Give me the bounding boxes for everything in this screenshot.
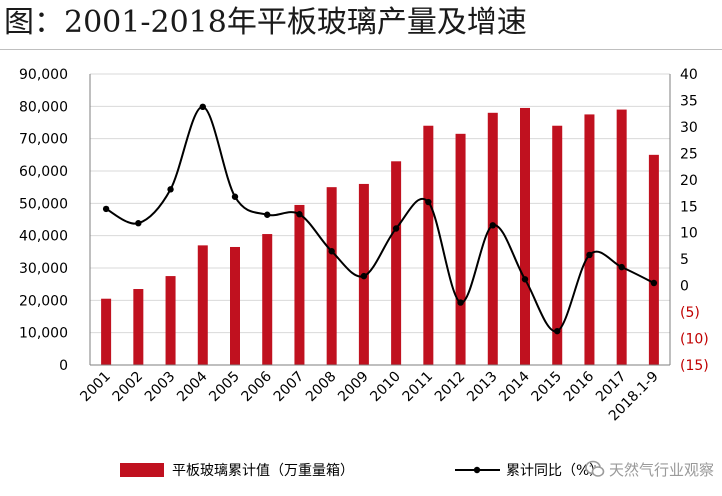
- y-left-tick-label: 40,000: [19, 229, 68, 245]
- line-point: [554, 327, 561, 335]
- bar: [326, 187, 337, 365]
- y-left-tick-label: 50,000: [19, 196, 68, 212]
- y-right-tick-label: 25: [680, 146, 698, 162]
- x-tick-label: 2001: [77, 369, 114, 406]
- grid-lines: [90, 73, 670, 334]
- legend-line-marker: [473, 466, 481, 474]
- line-path: [105, 105, 655, 333]
- x-tick-label: 2007: [271, 369, 308, 406]
- x-tick-label: 2012: [432, 369, 469, 406]
- line-point: [650, 279, 658, 287]
- bar: [197, 245, 208, 365]
- x-tick-label: 2006: [239, 368, 276, 405]
- y-left-tick-label: 20,000: [19, 293, 68, 309]
- y-left-tick-label: 70,000: [19, 132, 68, 148]
- line-point: [328, 248, 335, 255]
- bar: [294, 204, 305, 365]
- line-point: [167, 186, 174, 193]
- x-tick-label: 2008: [303, 369, 340, 406]
- y-right-tick-label: 15: [680, 199, 698, 215]
- y-left-tick-label: 90,000: [19, 67, 68, 83]
- x-tick-label: 2009: [335, 369, 372, 406]
- x-tick-label: 2015: [529, 369, 566, 406]
- legend-bar-label: 平板玻璃累计值（万重量箱）: [172, 462, 354, 479]
- y-right-tick-label: 20: [680, 173, 698, 189]
- y-left-tick-label: 10,000: [19, 326, 68, 342]
- y-right-tick-label: 40: [680, 67, 698, 83]
- x-tick-label: 2005: [206, 369, 243, 406]
- bar: [648, 154, 659, 365]
- bar: [487, 112, 498, 365]
- x-tick-label: 2004: [174, 368, 211, 405]
- watermark-text: 天然气行业观察: [608, 460, 714, 479]
- line-point: [489, 222, 496, 229]
- x-tick-label: 2003: [142, 369, 179, 406]
- bar: [584, 114, 595, 366]
- x-tick-label: 2014: [496, 368, 533, 405]
- y-right-tick-label: (5): [680, 305, 700, 321]
- bar: [423, 125, 434, 365]
- y-right-tick-label: (10): [680, 332, 709, 348]
- legend-bar-swatch: [120, 463, 164, 477]
- x-tick-label: 2013: [464, 369, 501, 406]
- bar: [133, 289, 144, 365]
- y-left-tick-label: 0: [59, 358, 68, 374]
- y-right-tick-label: 0: [680, 279, 689, 295]
- wechat-icon: [585, 460, 605, 477]
- bar: [262, 234, 273, 365]
- line-point: [618, 263, 625, 271]
- x-tick-label: 2016: [561, 368, 598, 405]
- line-point: [360, 272, 368, 280]
- x-tick-label: 2002: [110, 369, 147, 406]
- bar: [455, 133, 466, 365]
- bar: [101, 298, 112, 365]
- y-right-tick-label: 35: [680, 93, 698, 109]
- y-right-tick-label: 10: [680, 226, 698, 242]
- y-right-tick-label: (15): [680, 358, 709, 374]
- y-left-tick-label: 80,000: [19, 99, 68, 115]
- bar: [391, 161, 402, 365]
- bar-series: [101, 107, 659, 366]
- line-point: [392, 225, 400, 232]
- legend-line-label: 累计同比（%）: [506, 463, 603, 479]
- bar: [552, 125, 563, 365]
- line-point: [457, 299, 464, 306]
- x-tick-label: 2010: [367, 369, 404, 406]
- line-series: [102, 103, 658, 335]
- line-point: [296, 211, 303, 218]
- legend: 平板玻璃累计值（万重量箱） 累计同比（%）: [120, 462, 603, 479]
- line-point: [586, 251, 593, 259]
- watermark: 天然气行业观察: [585, 456, 714, 482]
- x-tick-label: 2011: [400, 369, 437, 406]
- line-point: [521, 276, 529, 283]
- bar: [165, 276, 176, 365]
- y-right-tick-label: 5: [680, 252, 689, 268]
- line-point: [135, 220, 142, 227]
- title-divider: [0, 49, 722, 50]
- line-point: [102, 205, 110, 213]
- bar: [230, 246, 240, 365]
- line-point: [425, 198, 432, 206]
- y-right-tick-label: 30: [680, 120, 698, 136]
- bar: [520, 107, 530, 365]
- y-left-tick-label: 60,000: [19, 164, 68, 180]
- y-left-tick-label: 30,000: [19, 261, 68, 277]
- chart-title: 图：2001-2018年平板玻璃产量及增速: [4, 5, 527, 40]
- line-point: [264, 211, 271, 218]
- line-point: [231, 193, 239, 200]
- line-point: [199, 103, 206, 111]
- bar: [616, 109, 627, 365]
